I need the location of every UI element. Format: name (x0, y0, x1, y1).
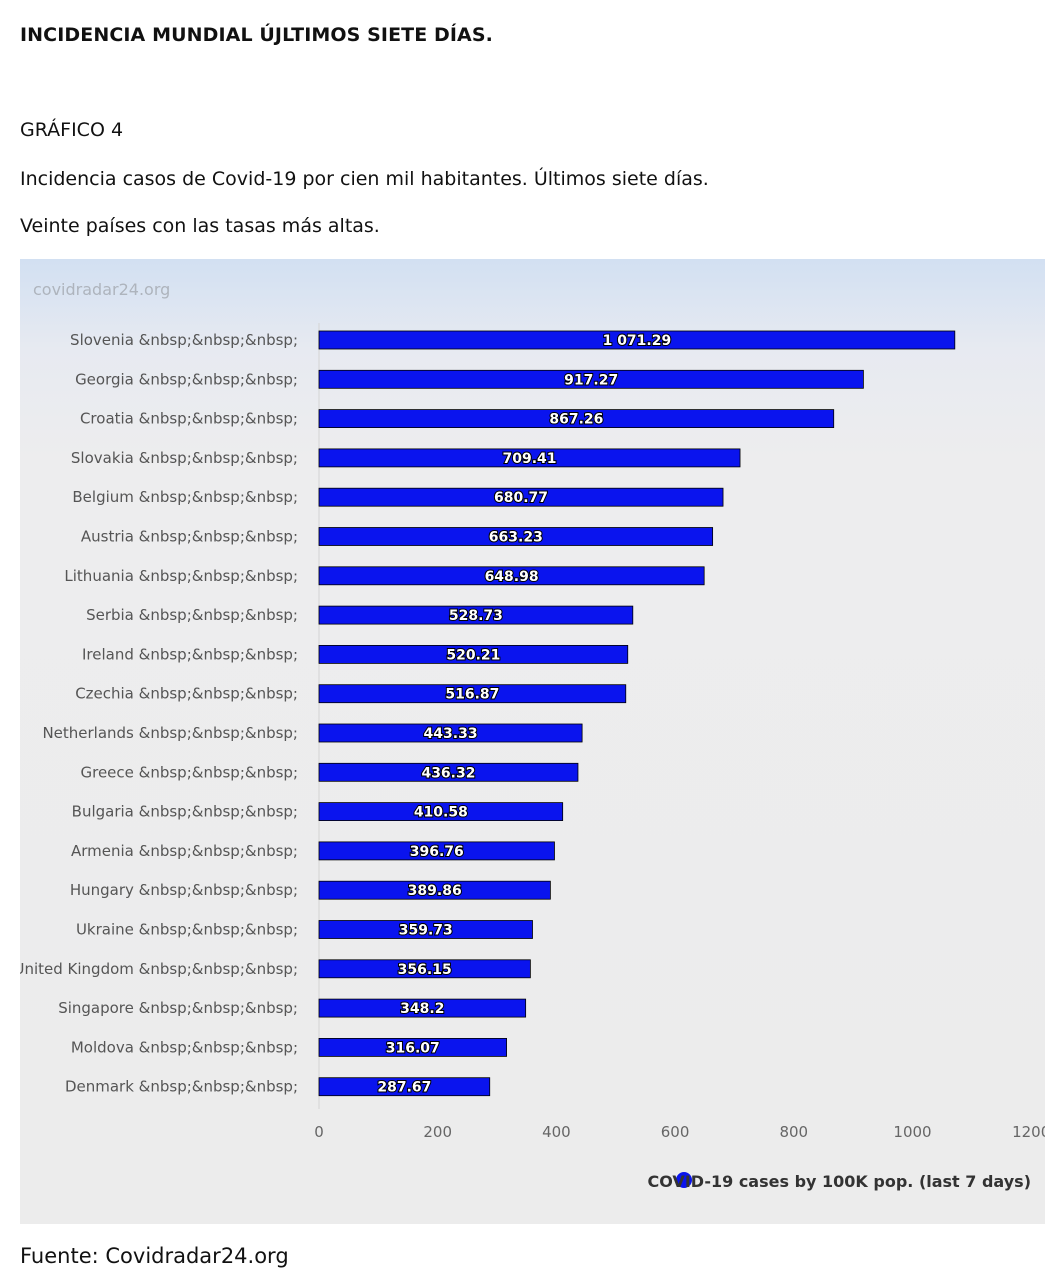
category-label: Netherlands &nbsp;&nbsp;&nbsp; (42, 724, 298, 742)
data-label: 436.32 (421, 765, 475, 781)
bar (318, 566, 705, 586)
category-label: Slovakia &nbsp;&nbsp;&nbsp; (71, 449, 298, 467)
bar (318, 802, 564, 821)
page-heading: INCIDENCIA MUNDIAL ÚJLTIMOS SIETE DÍAS. (20, 24, 493, 46)
data-label: 917.27 (564, 372, 618, 388)
data-label: 867.26 (549, 412, 603, 428)
category-label: Lithuania &nbsp;&nbsp;&nbsp; (64, 567, 298, 585)
source-footer: Fuente: Covidradar24.org (20, 1244, 289, 1268)
bar (318, 1038, 507, 1057)
category-label: Serbia &nbsp;&nbsp;&nbsp; (86, 606, 298, 624)
category-label: Austria &nbsp;&nbsp;&nbsp; (81, 528, 298, 546)
data-label: 1 071.29 (603, 333, 672, 349)
chart-watermark: covidradar24.org (33, 280, 170, 299)
category-label: Singapore &nbsp;&nbsp;&nbsp; (58, 999, 298, 1017)
category-label: Ireland &nbsp;&nbsp;&nbsp; (82, 645, 298, 663)
category-label: Croatia &nbsp;&nbsp;&nbsp; (80, 410, 298, 428)
bar (318, 487, 724, 507)
x-tick-label: 1000 (893, 1123, 931, 1141)
bar (318, 841, 555, 861)
bar (318, 527, 714, 546)
bar (318, 880, 551, 900)
data-label: 359.73 (399, 923, 453, 939)
x-tick-label: 400 (542, 1123, 571, 1141)
chart-number: GRÁFICO 4 (20, 119, 124, 141)
chart-subdescription: Veinte países con las tasas más altas. (20, 215, 380, 237)
x-tick-label: 0 (314, 1123, 324, 1141)
chart-container: covidradar24.org Slovenia &nbsp;&nbsp;&nb… (20, 259, 1045, 1224)
bar (318, 644, 629, 664)
data-label: 443.33 (424, 726, 478, 742)
chart-description: Incidencia casos de Covid-19 por cien mi… (20, 168, 709, 190)
category-label: Hungary &nbsp;&nbsp;&nbsp; (70, 881, 298, 899)
data-label: 709.41 (503, 451, 557, 467)
data-label: 680.77 (494, 490, 548, 506)
category-label: United Kingdom &nbsp;&nbsp;&nbsp; (20, 960, 298, 978)
data-label: 389.86 (408, 883, 462, 899)
category-label: Ukraine &nbsp;&nbsp;&nbsp; (76, 921, 298, 939)
x-tick-label: 800 (779, 1123, 808, 1141)
bar (318, 762, 579, 782)
bar (318, 998, 527, 1018)
category-label: Bulgaria &nbsp;&nbsp;&nbsp; (72, 803, 298, 821)
category-label: Armenia &nbsp;&nbsp;&nbsp; (71, 842, 298, 860)
data-label: 287.67 (377, 1080, 431, 1096)
bar (318, 409, 835, 429)
bar (318, 448, 741, 468)
category-label: Georgia &nbsp;&nbsp;&nbsp; (75, 370, 298, 388)
legend-label: COVID-19 cases by 100K pop. (last 7 days… (648, 1172, 1031, 1191)
x-tick-label: 200 (423, 1123, 452, 1141)
bar (318, 723, 583, 743)
data-label: 316.07 (386, 1040, 440, 1056)
data-label: 348.2 (400, 1001, 444, 1017)
legend-marker (676, 1172, 692, 1188)
bar-chart: covidradar24.org Slovenia &nbsp;&nbsp;&nb… (20, 280, 1045, 1191)
category-label: Greece &nbsp;&nbsp;&nbsp; (80, 763, 298, 781)
category-label: Moldova &nbsp;&nbsp;&nbsp; (71, 1038, 298, 1056)
data-label: 396.76 (410, 844, 464, 860)
data-label: 356.15 (398, 962, 452, 978)
x-tick-label: 1200 (1012, 1123, 1045, 1141)
data-label: 648.98 (485, 569, 539, 585)
data-label: 528.73 (449, 608, 503, 624)
x-tick-label: 600 (661, 1123, 690, 1141)
bar (318, 605, 634, 625)
bar (318, 920, 533, 939)
bar (318, 1077, 491, 1097)
bar (318, 684, 627, 704)
data-label: 516.87 (445, 687, 499, 703)
category-label: Denmark &nbsp;&nbsp;&nbsp; (65, 1078, 298, 1096)
data-label: 663.23 (489, 530, 543, 546)
bar (318, 369, 864, 389)
data-label: 410.58 (414, 805, 468, 821)
category-label: Czechia &nbsp;&nbsp;&nbsp; (75, 685, 298, 703)
bar (318, 330, 956, 350)
data-label: 520.21 (446, 647, 500, 663)
category-label: Slovenia &nbsp;&nbsp;&nbsp; (70, 331, 298, 349)
bar (318, 959, 531, 979)
category-label: Belgium &nbsp;&nbsp;&nbsp; (72, 488, 298, 506)
